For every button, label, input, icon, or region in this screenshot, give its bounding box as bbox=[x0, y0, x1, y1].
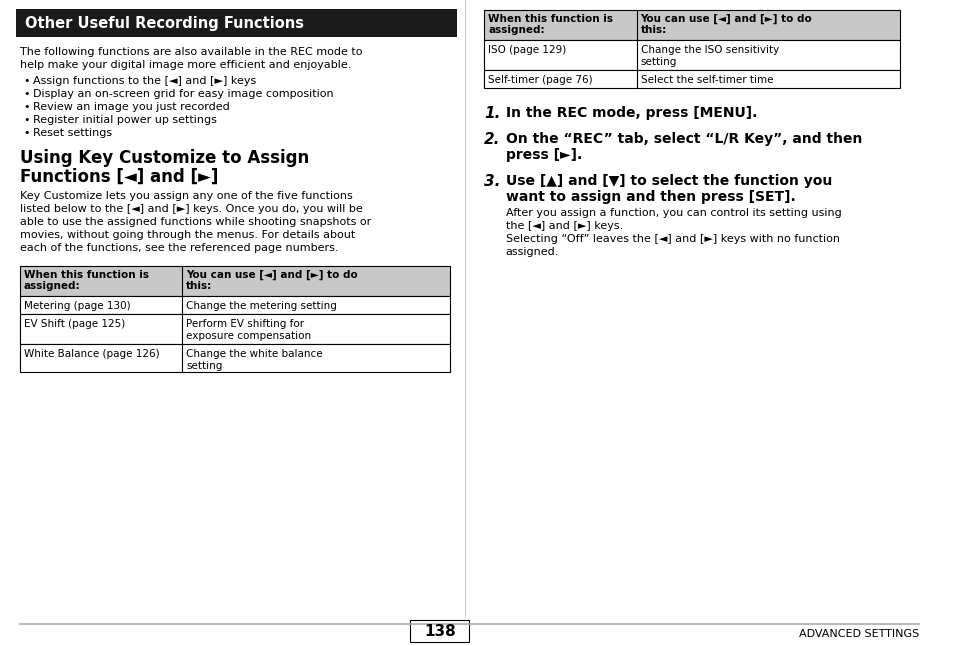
Text: •: • bbox=[24, 89, 30, 99]
Text: Select the self-timer time: Select the self-timer time bbox=[639, 75, 772, 85]
Text: You can use [◄] and [►] to do: You can use [◄] and [►] to do bbox=[639, 14, 811, 25]
Text: this:: this: bbox=[186, 281, 212, 291]
Text: Register initial power up settings: Register initial power up settings bbox=[33, 115, 217, 125]
Text: 1.: 1. bbox=[483, 106, 500, 121]
Text: When this function is: When this function is bbox=[488, 14, 613, 24]
Text: When this function is: When this function is bbox=[24, 270, 149, 280]
Text: 3.: 3. bbox=[483, 174, 500, 189]
Bar bbox=[483, 10, 900, 40]
Bar bbox=[483, 70, 900, 88]
Text: Using Key Customize to Assign: Using Key Customize to Assign bbox=[20, 149, 309, 167]
Bar bbox=[20, 344, 449, 372]
Text: •: • bbox=[24, 102, 30, 112]
Text: this:: this: bbox=[639, 25, 666, 35]
Text: The following functions are also available in the REC mode to: The following functions are also availab… bbox=[20, 47, 362, 57]
Text: In the REC mode, press [MENU].: In the REC mode, press [MENU]. bbox=[505, 106, 757, 120]
Text: White Balance (page 126): White Balance (page 126) bbox=[24, 349, 159, 359]
Bar bbox=[16, 9, 456, 37]
Text: 2.: 2. bbox=[483, 132, 500, 147]
Bar bbox=[410, 620, 469, 642]
Text: setting: setting bbox=[639, 57, 677, 67]
Text: help make your digital image more efficient and enjoyable.: help make your digital image more effici… bbox=[20, 60, 351, 70]
Text: You can use [◄] and [►] to do: You can use [◄] and [►] to do bbox=[186, 270, 357, 280]
Text: Selecting “Off” leaves the [◄] and [►] keys with no function: Selecting “Off” leaves the [◄] and [►] k… bbox=[505, 234, 839, 244]
Text: •: • bbox=[24, 76, 30, 86]
Text: assigned:: assigned: bbox=[24, 281, 80, 291]
Text: Key Customize lets you assign any one of the five functions: Key Customize lets you assign any one of… bbox=[20, 191, 352, 201]
Text: movies, without going through the menus. For details about: movies, without going through the menus.… bbox=[20, 230, 355, 240]
Text: Functions [◄] and [►]: Functions [◄] and [►] bbox=[20, 168, 218, 186]
Text: Review an image you just recorded: Review an image you just recorded bbox=[33, 102, 230, 112]
Text: Use [▲] and [▼] to select the function you: Use [▲] and [▼] to select the function y… bbox=[505, 174, 831, 188]
Text: Perform EV shifting for: Perform EV shifting for bbox=[186, 319, 304, 329]
Text: setting: setting bbox=[186, 361, 222, 371]
Text: •: • bbox=[24, 115, 30, 125]
Text: Other Useful Recording Functions: Other Useful Recording Functions bbox=[25, 16, 303, 30]
Text: assigned:: assigned: bbox=[488, 25, 544, 35]
Text: assigned.: assigned. bbox=[505, 247, 558, 257]
Text: ISO (page 129): ISO (page 129) bbox=[488, 45, 566, 55]
Text: On the “REC” tab, select “L/R Key”, and then: On the “REC” tab, select “L/R Key”, and … bbox=[505, 132, 862, 146]
Text: Self-timer (page 76): Self-timer (page 76) bbox=[488, 75, 592, 85]
Text: Change the ISO sensitivity: Change the ISO sensitivity bbox=[639, 45, 778, 55]
Text: Reset settings: Reset settings bbox=[33, 128, 112, 138]
Text: 138: 138 bbox=[423, 623, 456, 638]
Bar bbox=[20, 314, 449, 344]
Text: After you assign a function, you can control its setting using: After you assign a function, you can con… bbox=[505, 208, 841, 218]
Bar bbox=[20, 296, 449, 314]
Text: •: • bbox=[24, 128, 30, 138]
Text: Change the metering setting: Change the metering setting bbox=[186, 301, 336, 311]
Text: ADVANCED SETTINGS: ADVANCED SETTINGS bbox=[798, 629, 918, 639]
Text: Assign functions to the [◄] and [►] keys: Assign functions to the [◄] and [►] keys bbox=[33, 76, 256, 86]
Text: Display an on-screen grid for easy image composition: Display an on-screen grid for easy image… bbox=[33, 89, 334, 99]
Bar bbox=[483, 40, 900, 70]
Text: able to use the assigned functions while shooting snapshots or: able to use the assigned functions while… bbox=[20, 217, 371, 227]
Text: press [►].: press [►]. bbox=[505, 148, 581, 162]
Text: want to assign and then press [SET].: want to assign and then press [SET]. bbox=[505, 190, 795, 204]
Text: EV Shift (page 125): EV Shift (page 125) bbox=[24, 319, 125, 329]
Text: the [◄] and [►] keys.: the [◄] and [►] keys. bbox=[505, 221, 622, 231]
Text: exposure compensation: exposure compensation bbox=[186, 331, 311, 341]
Text: Metering (page 130): Metering (page 130) bbox=[24, 301, 131, 311]
Bar bbox=[20, 266, 449, 296]
Text: each of the functions, see the referenced page numbers.: each of the functions, see the reference… bbox=[20, 243, 337, 253]
Text: listed below to the [◄] and [►] keys. Once you do, you will be: listed below to the [◄] and [►] keys. On… bbox=[20, 204, 362, 214]
Text: Change the white balance: Change the white balance bbox=[186, 349, 322, 359]
